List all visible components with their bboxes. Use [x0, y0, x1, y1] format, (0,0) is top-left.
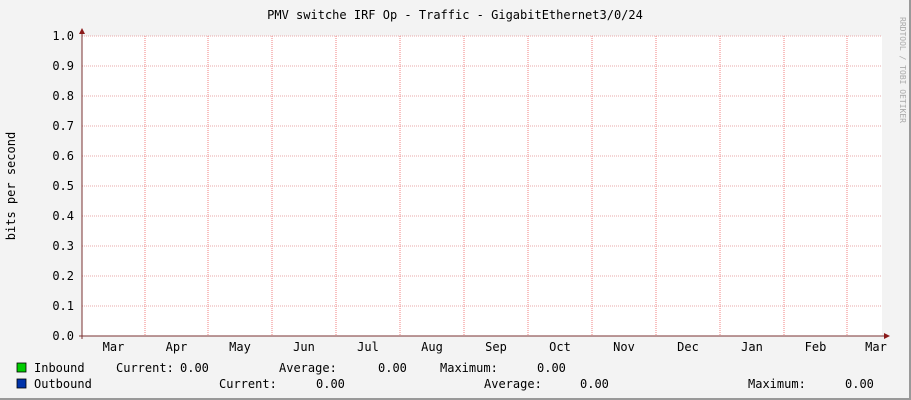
y-tick-label: 0.8: [52, 89, 74, 103]
y-tick-label: 0.6: [52, 149, 74, 163]
x-tick-label: Sep: [485, 340, 507, 354]
x-tick-label: Jan: [741, 340, 763, 354]
watermark: RRDTOOL / TOBI OETIKER: [898, 17, 907, 123]
legend-average: 0.00: [378, 361, 407, 375]
legend-average-label: Average:: [279, 361, 337, 375]
frame-right: [909, 0, 911, 400]
y-tick-label: 0.0: [52, 329, 74, 343]
x-tick-label: Mar: [103, 340, 125, 354]
y-tick-label: 0.5: [52, 179, 74, 193]
x-tick-label: Nov: [613, 340, 635, 354]
legend-current-label: Current:: [116, 361, 174, 375]
y-tick-label: 0.4: [52, 209, 74, 223]
y-tick-label: 1.0: [52, 29, 74, 43]
legend-current-label: Current:: [219, 377, 277, 391]
x-tick-label: Jun: [293, 340, 315, 354]
y-axis-label: bits per second: [4, 132, 18, 240]
legend-current: 0.00: [316, 377, 345, 391]
chart-title: PMV switche IRF Op - Traffic - GigabitEt…: [267, 8, 643, 22]
legend-current: 0.00: [180, 361, 209, 375]
legend-maximum: 0.00: [537, 361, 566, 375]
x-tick-label: Jul: [357, 340, 379, 354]
y-tick-label: 0.7: [52, 119, 74, 133]
legend-maximum-label: Maximum:: [440, 361, 498, 375]
x-tick-label: Aug: [421, 340, 443, 354]
y-tick-label: 0.2: [52, 269, 74, 283]
x-axis-arrow: [884, 333, 890, 339]
x-tick-label: Oct: [549, 340, 571, 354]
frame-bottom: [0, 398, 911, 400]
y-axis-arrow: [79, 28, 85, 34]
y-tick-label: 0.3: [52, 239, 74, 253]
x-tick-label: Feb: [805, 340, 827, 354]
legend-maximum: 0.00: [845, 377, 874, 391]
y-tick-label: 0.9: [52, 59, 74, 73]
legend-name: Outbound: [34, 377, 92, 391]
legend-maximum-label: Maximum:: [748, 377, 806, 391]
legend-average-label: Average:: [484, 377, 542, 391]
x-tick-label: Dec: [677, 340, 699, 354]
x-tick-label: Apr: [166, 340, 188, 354]
y-tick-label: 0.1: [52, 299, 74, 313]
x-tick-label: May: [229, 340, 251, 354]
x-tick-label: Mar: [865, 340, 887, 354]
legend-swatch-inbound: [16, 362, 27, 373]
legend-swatch-outbound: [16, 378, 27, 389]
legend-average: 0.00: [580, 377, 609, 391]
legend-name: Inbound: [34, 361, 85, 375]
